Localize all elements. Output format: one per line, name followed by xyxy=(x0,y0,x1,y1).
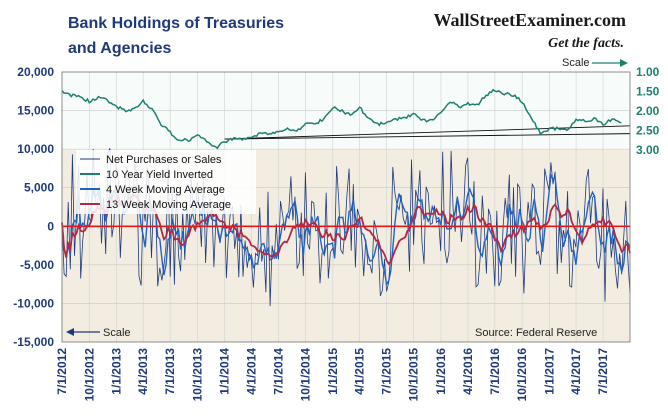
x-tick-label: 4/1/2013 xyxy=(136,348,150,395)
x-tick-label: 1/1/2014 xyxy=(218,348,232,395)
legend: Net Purchases or Sales 10 Year Yield Inv… xyxy=(76,150,256,214)
x-tick-label: 7/1/2013 xyxy=(163,348,177,395)
x-tick-label: 10/1/2016 xyxy=(515,348,529,402)
left-scale-label: Scale xyxy=(103,327,131,339)
left-scale-annotation: Scale xyxy=(66,327,131,339)
x-tick-label: 7/1/2017 xyxy=(596,348,610,395)
series-4-week-ma xyxy=(61,172,631,287)
x-tick-label: 1/1/2017 xyxy=(542,348,556,395)
x-tick-label: 4/1/2014 xyxy=(244,348,258,395)
right-scale-annotation: Scale xyxy=(562,57,628,69)
series-10-year-yield-inverted xyxy=(61,88,622,150)
brand-tagline: Get the facts. xyxy=(548,36,624,51)
x-axis-ticks: 7/1/2012 10/1/2012 1/1/2013 4/1/2013 7/1/201… xyxy=(55,348,610,402)
left-tick-label: 5,000 xyxy=(24,181,54,195)
right-tick-label: 1.00 xyxy=(636,65,660,79)
x-tick-label: 10/1/2013 xyxy=(190,348,204,402)
series-13-week-ma xyxy=(61,193,631,266)
left-tick-label: 0 xyxy=(47,219,54,233)
x-tick-label: 7/1/2014 xyxy=(271,348,285,395)
legend-label-ma13: 13 Week Moving Average xyxy=(106,199,231,211)
trendline xyxy=(224,125,631,140)
chart-title-line-2: and Agencies xyxy=(68,40,172,57)
x-tick-label: 7/1/2016 xyxy=(488,348,502,395)
plot-frame xyxy=(61,71,631,343)
legend-box xyxy=(76,150,256,214)
left-tick-label: 20,000 xyxy=(17,65,54,79)
left-axis-ticks: 20,000 15,000 10,000 5,000 0 -5,000 -10,000 -15… xyxy=(13,65,54,349)
x-tick-label: 1/1/2015 xyxy=(326,348,340,395)
right-tick-label: 3.00 xyxy=(636,143,660,157)
trendlines xyxy=(224,125,631,140)
legend-label-ma4: 4 Week Moving Average xyxy=(106,184,225,196)
right-axis-ticks: 1.00 1.50 2.00 2.50 3.00 xyxy=(636,65,660,157)
left-tick-label: 15,000 xyxy=(17,104,54,118)
left-tick-label: -5,000 xyxy=(20,258,54,272)
x-tick-label: 10/1/2012 xyxy=(82,348,96,402)
x-tick-label: 10/1/2014 xyxy=(299,348,313,402)
source-note: Source: Federal Reserve xyxy=(475,327,597,339)
chart-title-line-1: Bank Holdings of Treasuries xyxy=(68,15,284,32)
x-tick-label: 7/1/2012 xyxy=(55,348,69,395)
trendline xyxy=(224,133,631,140)
x-tick-label: 4/1/2015 xyxy=(352,348,366,395)
series-layer xyxy=(61,88,631,307)
right-tick-label: 2.00 xyxy=(636,104,660,118)
x-tick-label: 7/1/2015 xyxy=(379,348,393,395)
x-tick-label: 4/1/2017 xyxy=(569,348,583,395)
left-tick-label: 10,000 xyxy=(17,142,54,156)
right-tick-label: 1.50 xyxy=(636,85,660,99)
right-scale-arrow-head xyxy=(620,59,628,67)
right-scale-label: Scale xyxy=(562,57,590,69)
legend-label-net: Net Purchases or Sales xyxy=(106,154,222,166)
right-tick-label: 2.50 xyxy=(636,124,660,138)
legend-label-yield: 10 Year Yield Inverted xyxy=(106,169,213,181)
left-tick-label: -10,000 xyxy=(13,296,54,310)
brand-name: WallStreetExaminer.com xyxy=(434,10,626,30)
x-tick-label: 4/1/2016 xyxy=(461,348,475,395)
yield-panel-background xyxy=(62,72,630,150)
left-scale-arrow-head xyxy=(66,328,74,336)
x-tick-label: 1/1/2016 xyxy=(434,348,448,395)
left-tick-label: -15,000 xyxy=(13,335,54,349)
x-tick-label: 10/1/2015 xyxy=(407,348,421,402)
x-tick-label: 1/1/2013 xyxy=(110,348,124,395)
